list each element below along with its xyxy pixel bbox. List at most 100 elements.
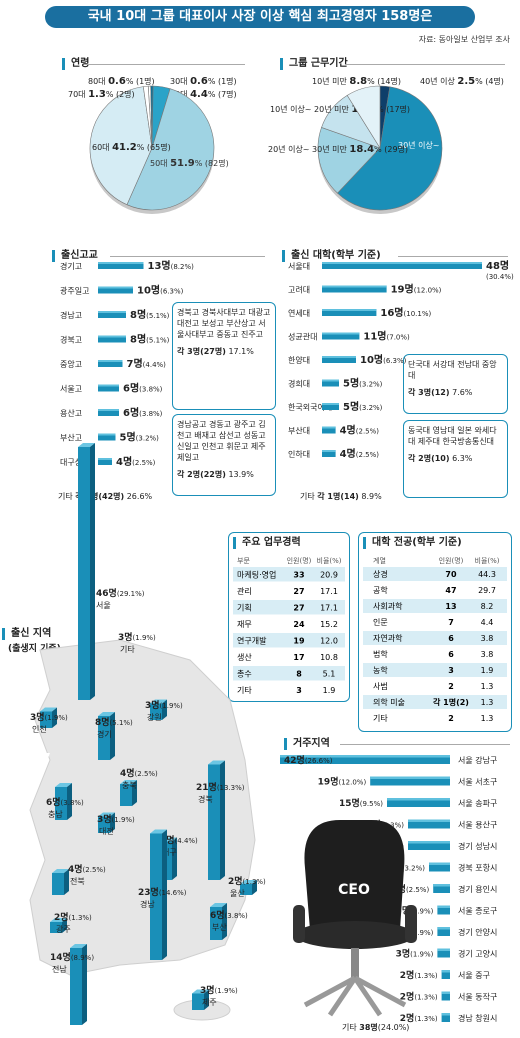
career-table-cell: 17.1 (320, 603, 338, 612)
residence-other-label: 기타 38명(24.0%) (342, 1022, 409, 1032)
residence-bar (441, 970, 450, 979)
major-column-header: 비율(%) (475, 556, 500, 565)
region-value-label: 46명(29.1%) (96, 587, 145, 599)
career-table-cell: 15.2 (320, 620, 338, 629)
residence-value-label: 2명(1.3%) (400, 991, 438, 1003)
region-bar (40, 711, 52, 728)
residence-category-label: 서울 송파구 (458, 799, 497, 808)
region-name-label: 광주 (56, 924, 71, 934)
univ-value-label: 4명(2.5%) (340, 424, 380, 437)
hs-value-label: 7명(4.4%) (127, 357, 167, 370)
hs-bar-highlight (98, 384, 119, 387)
career-table-row (233, 682, 345, 697)
major-table-cell: 1.3 (481, 698, 494, 707)
residence-bar-highlight (441, 991, 450, 994)
career-table-cell: 12.0 (320, 636, 338, 645)
age-slice-label: 50대 51.9% (82명) (150, 158, 229, 169)
hs-bar-highlight (98, 335, 126, 338)
hs-value-label: 10명(6.3%) (137, 284, 184, 297)
region-value-label: 4명(2.5%) (68, 863, 106, 875)
region-name-label: 서울 (96, 601, 111, 610)
page-title: 국내 10대 그룹 대표이사 사장 이상 핵심 최고경영자 158명은 (45, 6, 475, 28)
region-value-label: 2명(1.3%) (54, 911, 92, 923)
career-table-box: 주요 업무경력 부문 인원(명) 비율(%) 마케팅·영업 33 20.9 관리 27 17.1… (228, 532, 350, 702)
major-table-cell: 법학 (373, 649, 388, 659)
region-bar (210, 907, 222, 940)
region-bar-top (55, 783, 72, 787)
major-table-cell: 농학 (373, 665, 388, 675)
career-table-cell: 재무 (237, 620, 252, 629)
univ-bar-highlight (322, 332, 360, 335)
tenure-divider (345, 64, 505, 65)
region-value-label: 4명(2.5%) (120, 767, 158, 779)
career-table-cell: 관리 (237, 586, 252, 596)
major-table-row (363, 615, 507, 629)
hs-category-label: 대구상고 (60, 457, 89, 467)
residence-bar-highlight (433, 884, 450, 887)
region-value-label: 3명(1.9%) (118, 631, 156, 643)
univ-bar-highlight (322, 403, 339, 405)
region-name-label: 대전 (99, 826, 114, 836)
residence-category-label: 서울 용산구 (458, 820, 497, 830)
region-bar-top (150, 829, 167, 834)
career-table-cell: 17.1 (320, 587, 338, 596)
residence-bar (437, 948, 450, 958)
region-bar (240, 884, 252, 895)
age-divider (85, 64, 245, 65)
region-bar (52, 873, 64, 895)
hs-value-label: 6명(3.8%) (123, 382, 163, 395)
residence-bar-highlight (370, 776, 450, 779)
major-table-row (363, 599, 507, 613)
univ-category-label: 연세대 (288, 309, 310, 318)
univ-bar (322, 426, 336, 434)
region-name-label: 전남 (52, 964, 67, 974)
region-bar-side (64, 869, 69, 895)
univ-value-label: 4명(2.5%) (340, 447, 380, 460)
major-table-title: 대학 전공(학부 기준) (363, 537, 515, 549)
univ-bar (322, 262, 482, 269)
hs-divider (110, 256, 265, 257)
region-value-label: 3명(1.9%) (145, 699, 183, 711)
chair-seat (295, 921, 415, 949)
hs-bar (98, 262, 144, 269)
region-bar-side (67, 783, 72, 820)
tenure-slice-label: 10년 이상~ 20년 미만 10.8% (17명) (270, 104, 410, 115)
career-table-cell: 총수 (237, 669, 252, 678)
residence-value-label: 2명(1.3%) (400, 969, 438, 981)
univ-category-label: 서울대 (288, 262, 310, 271)
major-table-cell: 사회과학 (373, 601, 403, 611)
hs-bar (98, 360, 123, 367)
univ-bar (322, 403, 339, 410)
hs-bar-highlight (98, 360, 123, 362)
univ-bar-highlight (322, 356, 356, 358)
career-table-title: 주요 업무경력 (233, 537, 353, 549)
career-table-row (233, 600, 345, 615)
region-bar-top (98, 712, 115, 716)
region-value-label: 8명(5.1%) (95, 716, 133, 728)
age-slice-label: 40대 4.4% (7명) (170, 89, 237, 100)
career-table-row (233, 567, 345, 582)
region-name-label: 충북 (122, 781, 137, 790)
chair-backrest (304, 820, 405, 930)
residence-bar (441, 1013, 450, 1022)
region-name-label: 충남 (48, 810, 63, 819)
chair-post (351, 948, 359, 978)
major-table-row (363, 695, 507, 709)
hs-other: 기타 각 1명(42명) 26.6% (58, 492, 153, 501)
residence-bar-highlight (429, 862, 450, 865)
residence-bar-highlight (280, 755, 450, 758)
residence-value-label: 42명(26.6%) (284, 754, 333, 766)
univ-note-1-count: 각 3명(12) (408, 388, 450, 397)
residence-bar (387, 798, 450, 807)
residence-category-label: 서울 서초구 (458, 778, 497, 787)
major-table-cell: 기타 (373, 714, 388, 723)
major-table-row (363, 567, 507, 581)
residence-bar-highlight (441, 1013, 450, 1016)
region-name-label: 경남 (140, 899, 155, 909)
hs-value-label: 6명(3.8%) (123, 406, 163, 419)
residence-bar-highlight (408, 841, 450, 844)
residence-category-label: 경기 성남시 (458, 841, 497, 851)
univ-bar (322, 309, 377, 316)
univ-category-label: 성균관대 (288, 332, 317, 342)
region-value-label: 6명(3.8%) (210, 909, 248, 921)
